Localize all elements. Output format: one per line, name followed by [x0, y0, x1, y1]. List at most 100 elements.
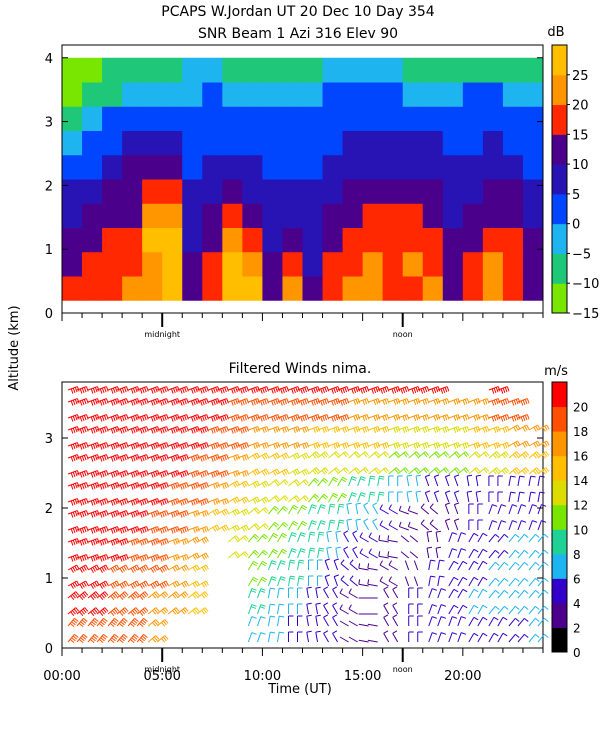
wind-barb: [248, 496, 258, 503]
wind-barb-feather: [317, 414, 321, 420]
wind-barb-feather: [132, 483, 136, 489]
wind-barb-feather: [157, 442, 160, 448]
wind-barb: [388, 386, 399, 391]
wind-barb-feather: [114, 581, 118, 587]
wind-barb-feather: [74, 633, 79, 638]
wind-barb-feather: [319, 531, 325, 534]
wind-barb: [348, 592, 358, 599]
wind-barb-feather: [392, 586, 398, 590]
wind-barb-feather: [476, 490, 482, 493]
wind-barb-feather: [493, 632, 499, 637]
wind-barb-feather: [274, 469, 279, 475]
wind-barb: [116, 498, 127, 503]
wind-barb-feather: [407, 505, 411, 511]
wind-barb-feather: [181, 582, 186, 588]
wind-barb-feather: [442, 399, 446, 405]
snr-cell: [362, 154, 384, 180]
wind-barb-feather: [90, 444, 94, 450]
wind-barb-feather: [226, 470, 229, 476]
wind-barb-feather: [103, 527, 107, 533]
wind-barb-feather: [462, 415, 466, 421]
wind-barb-feather: [217, 414, 220, 420]
wind-barb-feather: [146, 386, 149, 392]
wind-barb: [107, 580, 118, 587]
wind-barb-feather: [273, 387, 276, 393]
wind-barb-feather: [342, 443, 346, 449]
wind-barb-feather: [404, 451, 409, 456]
wind-barb-feather: [260, 588, 266, 591]
wind-barb-feather: [320, 520, 326, 523]
wind-barb-feather: [320, 506, 326, 509]
wind-barb-feather: [184, 539, 187, 545]
wind-barb-feather: [226, 454, 229, 460]
wind-barb-feather: [442, 443, 446, 449]
wind-barb-feather: [231, 400, 234, 406]
wind-barb-feather: [100, 637, 105, 642]
wind-barb-feather: [144, 483, 147, 489]
snr-cell: [122, 251, 143, 277]
wind-barb-feather: [193, 387, 196, 393]
wind-barb: [348, 620, 358, 627]
wind-barb-feather: [81, 499, 85, 505]
wind-barb: [333, 560, 339, 571]
wind-barb-feather: [224, 399, 227, 405]
snr-cell: [162, 82, 183, 107]
wind-barb-feather: [326, 426, 330, 432]
wind-barb-feather: [274, 521, 280, 526]
wind-barb-feather: [395, 443, 399, 449]
wind-barb-feather: [231, 444, 234, 450]
wind-barb-feather: [302, 427, 305, 433]
wind-barb-feather: [524, 561, 529, 566]
wind-barb: [237, 386, 247, 391]
snr-cell: [182, 154, 203, 180]
wind-barb-feather: [123, 483, 127, 489]
wind-barb-feather: [343, 452, 348, 458]
wind-barb-feather: [132, 582, 136, 588]
wind-barb: [408, 414, 419, 419]
wind-barb-feather: [137, 386, 140, 392]
wind-barb-feather: [119, 584, 123, 589]
wind-barb-feather: [541, 520, 547, 523]
wind-barb-feather: [544, 577, 549, 582]
wind-barb-feather: [294, 480, 299, 486]
wind-barb-feather: [461, 632, 467, 635]
wind-barb: [268, 468, 278, 475]
wind-barb-feather: [324, 574, 331, 578]
wind-barb-feather: [406, 426, 410, 432]
wind-barb-feather: [532, 470, 537, 475]
wind-barb: [257, 534, 265, 543]
wind-barb-feather: [70, 568, 74, 573]
wind-barb-feather: [237, 470, 240, 476]
wind-barb: [348, 386, 359, 391]
wind-barb-feather: [99, 484, 103, 490]
wind-barb-feather: [526, 424, 530, 430]
wind-barb: [87, 470, 98, 475]
wind-barb-feather: [137, 510, 140, 516]
wind-barb-feather: [197, 398, 200, 404]
wind-barb-feather: [259, 606, 265, 609]
wind-barb-feather: [139, 388, 143, 394]
wind-barb-feather: [432, 616, 438, 619]
wind-barb-feather: [220, 416, 223, 422]
wind-barb-feather: [280, 560, 286, 563]
wind-barb-feather: [123, 455, 127, 461]
wind-barb-feather: [139, 456, 143, 462]
wind-barb-feather: [512, 520, 518, 523]
wind-barb-feather: [74, 415, 78, 421]
wind-barb: [127, 482, 138, 487]
wind-barb: [288, 398, 299, 403]
wind-barb-feather: [335, 415, 339, 421]
wind-barb-feather: [132, 427, 136, 433]
wind-barb-feather: [215, 455, 218, 461]
snr-cell: [442, 57, 464, 83]
wind-barb: [67, 634, 75, 643]
wind-barb-feather: [182, 387, 185, 393]
wind-barb-feather: [226, 386, 229, 392]
wind-barb-feather: [161, 582, 165, 588]
wind-barb-feather: [454, 518, 460, 522]
wind-barb: [96, 482, 107, 487]
wind-barb-feather: [526, 440, 530, 446]
wind-barb-feather: [150, 472, 154, 478]
snr-cell: [522, 130, 544, 156]
